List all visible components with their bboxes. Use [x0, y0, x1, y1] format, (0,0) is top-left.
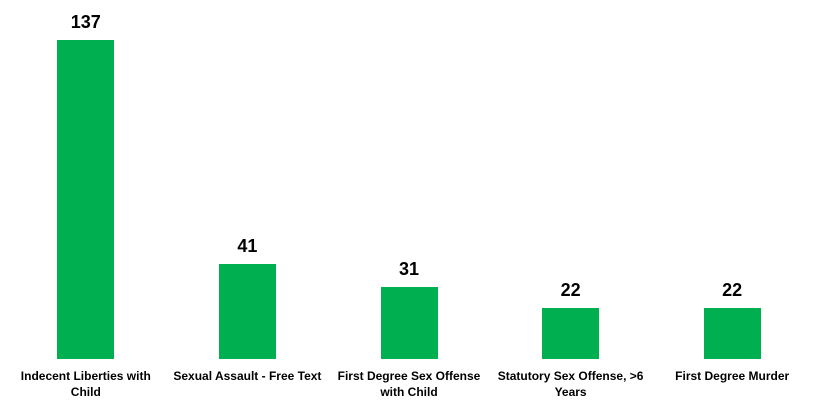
x-tick-label: Sexual Assault - Free Text [173, 369, 322, 383]
x-tick-label: Statutory Sex Offense, >6 Years [497, 369, 644, 399]
value-label: 31 [398, 258, 420, 279]
x-tick-label: Indecent Liberties with Child [20, 369, 151, 399]
bar [703, 307, 761, 359]
bar [542, 307, 600, 359]
value-label: 137 [70, 12, 101, 32]
bar [57, 40, 115, 359]
bar [218, 263, 276, 359]
x-tick-label: First Degree Sex Offense with Child [337, 369, 481, 399]
value-label: 22 [560, 279, 581, 300]
value-label: 41 [237, 235, 258, 256]
x-tick-label: First Degree Murder [675, 369, 790, 383]
bar [380, 286, 438, 359]
value-label: 22 [722, 279, 743, 300]
